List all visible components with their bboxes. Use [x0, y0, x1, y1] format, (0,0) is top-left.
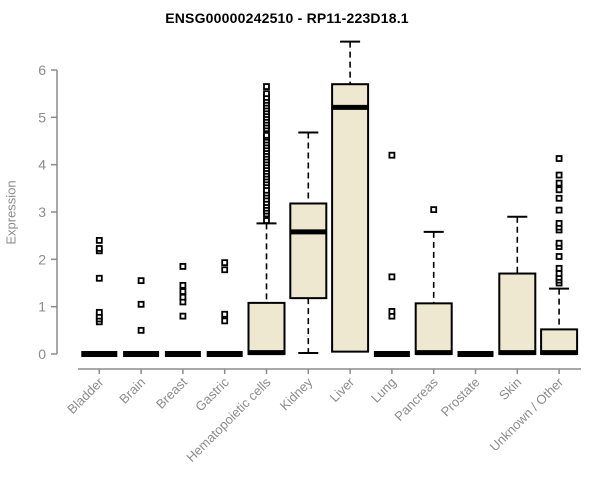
outlier-point-gastric	[221, 259, 229, 267]
outlier-point-bladder	[95, 308, 103, 316]
x-tick-label-prostate: Prostate	[438, 375, 483, 420]
outlier-point-unknown-other	[555, 270, 563, 277]
outlier-point-bladder	[95, 245, 103, 252]
collapsed-box-lung	[373, 351, 410, 357]
x-tick-label-pancreas: Pancreas	[391, 374, 441, 424]
outlier-point-unknown-other	[555, 186, 563, 194]
y-tick-label: 4	[38, 157, 46, 173]
x-tick-label-kidney: Kidney	[277, 374, 316, 413]
outlier-point-unknown-other	[555, 264, 563, 272]
outlier-point-bladder	[95, 237, 103, 244]
outlier-point-gastric	[221, 317, 229, 325]
outlier-point-unknown-other	[555, 194, 563, 202]
outlier-point-unknown-other	[555, 155, 563, 162]
outlier-point-breast	[179, 312, 187, 320]
collapsed-box-breast	[164, 351, 201, 357]
outlier-point-gastric	[221, 266, 229, 274]
x-tick-label-brain: Brain	[116, 375, 148, 407]
box-liver	[331, 83, 370, 353]
y-tick-label: 3	[38, 204, 46, 220]
box-pancreas	[414, 302, 453, 356]
outlier-point-brain	[137, 326, 145, 334]
outlier-point-breast	[179, 281, 187, 289]
x-tick-label-unknown-other: Unknown / Other	[487, 374, 567, 454]
outlier-point-unknown-other	[555, 219, 563, 227]
outlier-point-hematopoietic-cells	[263, 131, 270, 139]
outlier-point-hematopoietic-cells	[263, 90, 270, 98]
x-tick-label-breast: Breast	[153, 374, 190, 411]
x-tick-label-bladder: Bladder	[64, 374, 107, 417]
outlier-point-breast	[179, 263, 187, 270]
y-tick-label: 6	[38, 62, 46, 78]
y-tick-label: 5	[38, 109, 46, 125]
collapsed-box-gastric	[206, 351, 243, 357]
x-tick-label-liver: Liver	[327, 374, 358, 405]
outlier-point-unknown-other	[555, 179, 563, 187]
outlier-point-hematopoietic-cells	[263, 83, 270, 90]
outlier-point-gastric	[221, 310, 229, 318]
outlier-point-brain	[137, 300, 145, 308]
box-skin	[498, 272, 537, 356]
outlier-point-bladder	[95, 274, 103, 282]
y-tick-label: 1	[38, 299, 46, 315]
outlier-point-hematopoietic-cells	[263, 217, 270, 224]
y-tick-label: 2	[38, 251, 46, 267]
box-hematopoietic-cells	[247, 301, 286, 356]
y-tick-label: 0	[38, 346, 46, 362]
outlier-point-pancreas	[430, 206, 438, 214]
outlier-point-lung	[388, 308, 396, 315]
outlier-point-brain	[137, 277, 145, 285]
x-tick-label-lung: Lung	[368, 375, 399, 406]
chart-title: ENSG00000242510 - RP11-223D18.1	[165, 10, 409, 26]
x-tick-label-gastric: Gastric	[192, 374, 232, 414]
outlier-point-unknown-other	[555, 239, 563, 247]
outlier-point-lung	[388, 151, 396, 159]
box-kidney	[289, 202, 328, 300]
x-tick-label-skin: Skin	[496, 375, 524, 403]
box-unknown-other	[540, 328, 579, 355]
collapsed-box-prostate	[457, 351, 494, 357]
outlier-point-lung	[388, 273, 396, 281]
collapsed-box-bladder	[81, 351, 118, 357]
outlier-point-unknown-other	[555, 171, 563, 179]
collapsed-box-brain	[123, 351, 160, 357]
outlier-point-breast	[179, 293, 187, 301]
outlier-point-breast	[179, 288, 187, 295]
outlier-point-unknown-other	[555, 253, 563, 260]
outlier-point-unknown-other	[555, 206, 563, 214]
